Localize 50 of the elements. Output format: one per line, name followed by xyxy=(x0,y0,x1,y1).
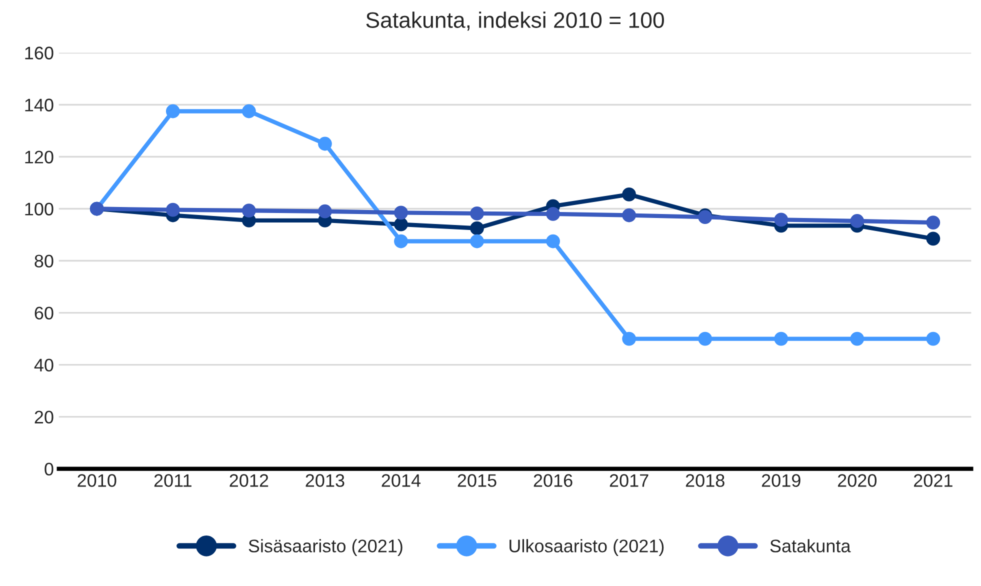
y-tick-label: 140 xyxy=(25,98,54,112)
point xyxy=(394,206,408,220)
x-tick-label: 2013 xyxy=(306,474,344,487)
point xyxy=(546,207,560,221)
point xyxy=(774,212,788,227)
x-tick-label: 2016 xyxy=(534,474,572,487)
point xyxy=(622,208,636,222)
legend-label: Sisäsaaristo (2021) xyxy=(248,539,402,556)
y-tick-label: 20 xyxy=(34,410,54,424)
y-tick-label: 120 xyxy=(25,150,54,164)
x-tick-label: 2014 xyxy=(382,474,421,487)
y-tick-label: 40 xyxy=(34,358,54,372)
point xyxy=(394,234,408,248)
x-tick-label: 2018 xyxy=(686,474,724,487)
x-tick-label: 2020 xyxy=(838,474,877,487)
legend-label: Ulkosaaristo (2021) xyxy=(510,539,664,556)
x-tick-label: 2012 xyxy=(230,474,268,487)
legend-label: Satakunta xyxy=(770,539,851,552)
point xyxy=(394,217,408,232)
y-tick-label: 80 xyxy=(34,254,54,268)
point xyxy=(470,206,484,220)
x-tick-label: 2017 xyxy=(610,474,648,487)
point xyxy=(166,202,180,217)
point xyxy=(546,234,560,248)
point xyxy=(470,221,484,236)
point xyxy=(926,216,940,230)
point xyxy=(622,188,636,202)
point xyxy=(850,214,864,228)
point xyxy=(774,332,788,346)
point xyxy=(926,332,940,346)
point xyxy=(318,136,332,151)
y-tick-label: 0 xyxy=(44,462,54,476)
point xyxy=(166,104,180,118)
point xyxy=(470,234,484,248)
point xyxy=(622,332,636,346)
point xyxy=(698,332,712,346)
point xyxy=(318,204,332,218)
y-tick-label: 160 xyxy=(25,46,54,60)
y-tick-label: 60 xyxy=(34,306,54,320)
chart-title: Satakunta, indeksi 2010 = 100 xyxy=(366,12,664,31)
y-tick-label: 100 xyxy=(25,202,54,216)
x-tick-label: 2015 xyxy=(458,474,496,487)
x-tick-label: 2021 xyxy=(914,474,952,487)
x-tick-label: 2010 xyxy=(78,474,116,487)
x-tick-label: 2019 xyxy=(762,474,800,487)
point xyxy=(242,204,256,218)
point xyxy=(242,104,256,118)
x-tick-label: 2011 xyxy=(154,474,192,487)
point xyxy=(926,232,940,246)
point xyxy=(850,332,864,346)
